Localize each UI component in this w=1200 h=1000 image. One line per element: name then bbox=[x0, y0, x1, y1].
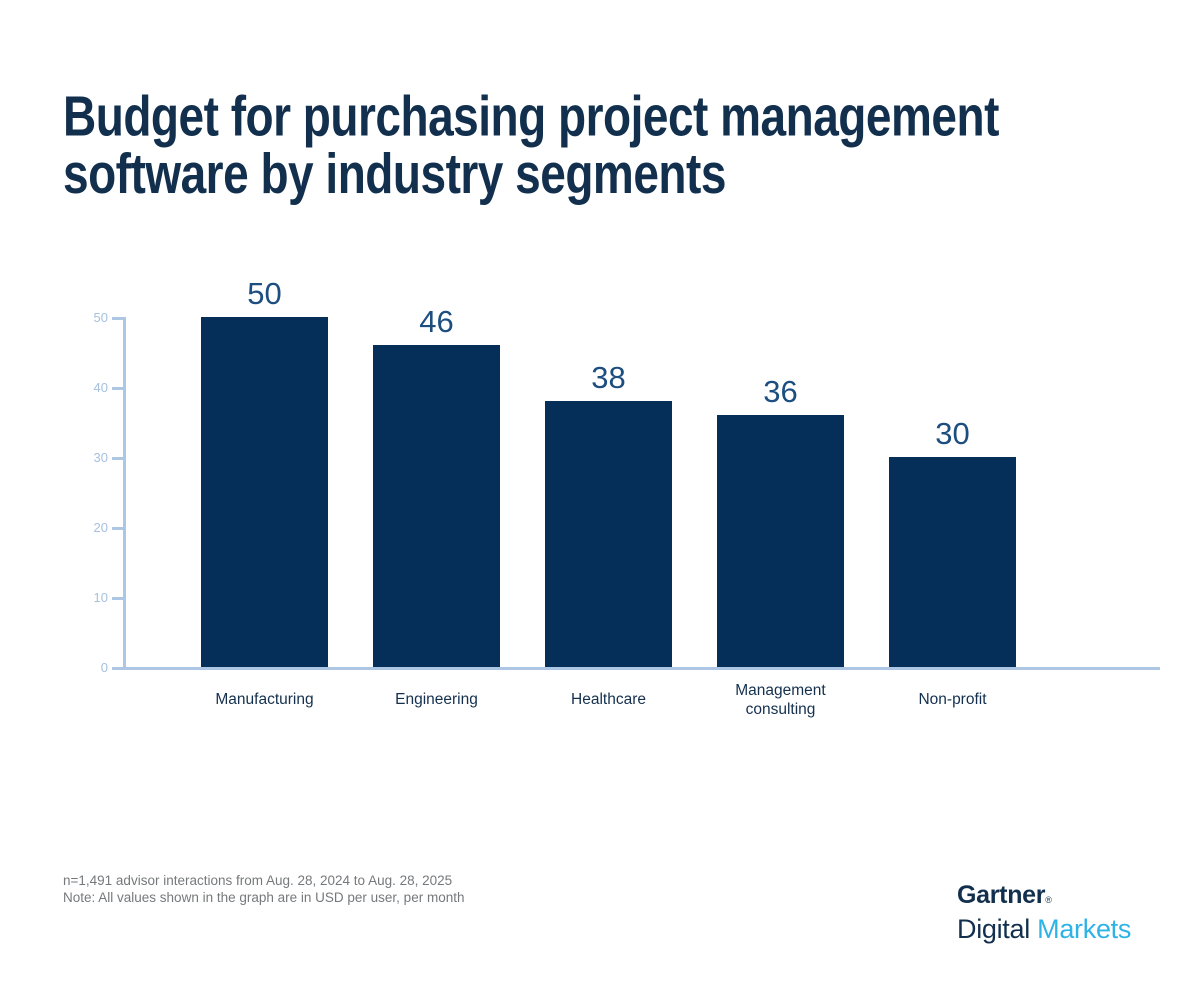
registered-trademark-icon: ® bbox=[1045, 895, 1052, 905]
bar bbox=[373, 345, 500, 667]
footnote-sample-line: n=1,491 advisor interactions from Aug. 2… bbox=[63, 873, 453, 888]
gartner-text: Gartner bbox=[957, 881, 1046, 909]
y-tick-mark bbox=[112, 597, 123, 600]
bar bbox=[545, 401, 672, 667]
footnote: n=1,491 advisor interactions from Aug. 2… bbox=[63, 873, 464, 906]
y-tick-mark bbox=[112, 667, 123, 670]
y-tick-label: 0 bbox=[100, 660, 108, 675]
bar-value-label: 46 bbox=[419, 304, 454, 339]
plot-area bbox=[123, 317, 1160, 670]
bar-value-label: 30 bbox=[935, 416, 970, 451]
bar-value-label: 50 bbox=[247, 276, 282, 311]
footnote-note-line: Note: All values shown in the graph are … bbox=[63, 889, 465, 905]
digital-markets-wordmark: Digital Markets bbox=[957, 914, 1131, 945]
bar-value-label: 38 bbox=[591, 360, 626, 395]
category-label: Management consulting bbox=[735, 681, 826, 719]
y-tick-label: 30 bbox=[93, 450, 108, 465]
gartner-digital-markets-logo: Gartner® Digital Markets bbox=[957, 882, 1131, 945]
y-tick-label: 10 bbox=[93, 590, 108, 605]
bar bbox=[717, 415, 844, 667]
y-tick-mark bbox=[112, 387, 123, 390]
category-label: Healthcare bbox=[571, 691, 646, 709]
markets-text: Markets bbox=[1037, 914, 1132, 944]
digital-text: Digital bbox=[957, 914, 1030, 944]
chart-title: Budget for purchasing project management… bbox=[63, 84, 999, 206]
category-label: Manufacturing bbox=[215, 691, 314, 709]
y-tick-mark bbox=[112, 457, 123, 460]
y-tick-label: 20 bbox=[93, 520, 108, 535]
bar bbox=[889, 457, 1016, 667]
category-label: Non-profit bbox=[918, 691, 987, 709]
bar bbox=[201, 317, 328, 667]
gartner-wordmark: Gartner® bbox=[957, 882, 1131, 914]
category-label: Engineering bbox=[395, 691, 478, 709]
bar-value-label: 36 bbox=[763, 374, 798, 409]
y-tick-mark bbox=[112, 317, 123, 320]
y-tick-label: 50 bbox=[93, 310, 108, 325]
y-tick-label: 40 bbox=[93, 380, 108, 395]
y-tick-mark bbox=[112, 527, 123, 530]
